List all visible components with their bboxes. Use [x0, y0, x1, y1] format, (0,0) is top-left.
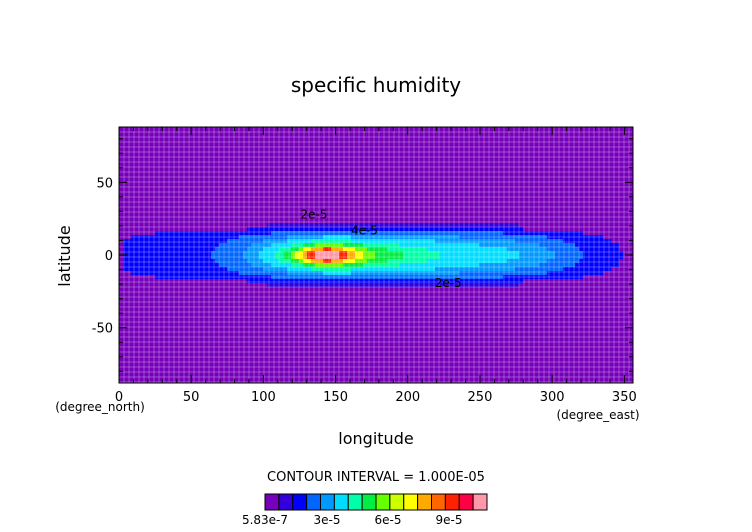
colorbar-swatch [333, 493, 349, 511]
x-tick-label: 200 [395, 390, 420, 405]
colorbar-swatch [417, 493, 432, 511]
x-axis-label: longitude [338, 429, 413, 448]
colorbar-swatch [292, 493, 308, 511]
chart-title: specific humidity [291, 73, 461, 97]
x-tick-label: 100 [251, 390, 276, 405]
colorbar-swatch [458, 493, 474, 511]
x-tick-label: 250 [468, 390, 493, 405]
colorbar-swatch [278, 493, 294, 511]
x-axis: 0 50 100 150 200 250 300 350 [115, 127, 637, 405]
y-unit-label: (degree_north) [55, 400, 145, 414]
plot-area: 2e-5 4e-5 2e-5 [118, 126, 634, 384]
colorbar-tick-label: 3e-5 [314, 513, 341, 527]
y-axis: 50 0 -50 [92, 138, 633, 372]
x-tick-label: 300 [540, 390, 565, 405]
contour-label: 2e-5 [300, 208, 327, 222]
x-tick-label: 350 [612, 390, 637, 405]
colorbar-swatch [375, 493, 391, 511]
colorbar-tick-label: 6e-5 [375, 513, 402, 527]
contour-fills [123, 223, 623, 287]
y-axis-label: latitude [55, 225, 74, 286]
contour-band [315, 251, 339, 259]
x-tick-label: 150 [323, 390, 348, 405]
colorbar-swatch [347, 493, 363, 511]
colorbar-swatch [444, 493, 460, 511]
x-tick-label: 0 [115, 390, 123, 405]
contour-label: 4e-5 [351, 224, 378, 238]
colorbar-tick-label: 9e-5 [436, 513, 463, 527]
gridlines [119, 127, 633, 383]
contour-labels: 2e-5 4e-5 2e-5 [300, 208, 461, 290]
colorbar-tick-labels: 3e-5 6e-5 9e-5 [314, 513, 463, 527]
y-tick-label: 50 [96, 176, 113, 191]
contour-label: 2e-5 [435, 276, 462, 290]
colorbar [264, 493, 488, 511]
colorbar-swatch [320, 493, 335, 511]
colorbar-min-label: 5.83e-7 [242, 513, 288, 527]
colorbar-swatch [403, 493, 419, 511]
y-tick-label: -50 [92, 322, 113, 337]
colorbar-swatch [361, 493, 377, 511]
colorbar-swatch [264, 493, 280, 511]
colorbar-swatch [472, 493, 488, 511]
colorbar-swatch [306, 493, 321, 511]
colorbar-swatch [389, 493, 405, 511]
colorbar-swatch [431, 493, 446, 511]
x-tick-label: 50 [183, 390, 200, 405]
contour-interval-label: CONTOUR INTERVAL = 1.000E-05 [267, 470, 485, 485]
x-unit-label: (degree_east) [556, 408, 639, 422]
y-tick-label: 0 [105, 249, 113, 264]
